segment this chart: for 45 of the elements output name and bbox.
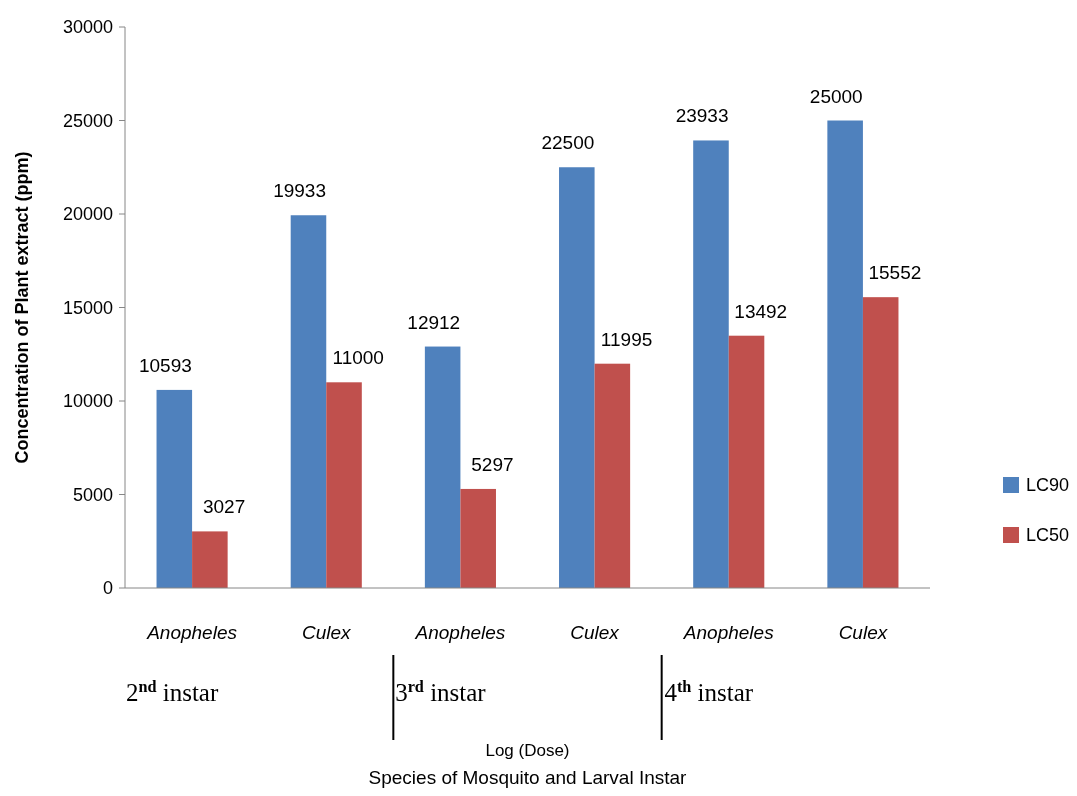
x-tick-label: Culex xyxy=(838,622,889,643)
data-label: 10593 xyxy=(139,354,192,376)
data-label: 22500 xyxy=(541,132,595,154)
data-label: 3027 xyxy=(202,496,246,518)
bar xyxy=(156,389,193,588)
y-tick-label: 5000 xyxy=(72,484,113,505)
bar xyxy=(827,120,863,588)
x-tick-label: Anopheles xyxy=(682,622,775,643)
data-label: 11000 xyxy=(332,347,384,369)
bar xyxy=(728,335,765,588)
x-tick-label: Anopheles xyxy=(146,622,238,643)
bar xyxy=(192,531,228,588)
text: Log (Dose) xyxy=(485,741,570,760)
text: 2$^{nd}$ instar xyxy=(125,678,219,706)
legend-label: LC50 xyxy=(1026,525,1070,546)
data-label: 11995 xyxy=(600,328,653,350)
x-tick-label: Culex xyxy=(301,622,353,643)
x-tick-label: Anopheles xyxy=(414,622,506,643)
bar xyxy=(594,363,631,588)
y-tick-label: 25000 xyxy=(62,110,113,131)
data-label: 15552 xyxy=(868,262,922,284)
y-tick-label: 0 xyxy=(102,578,113,599)
y-tick-label: 10000 xyxy=(62,391,113,412)
y-axis-title: Concentration of Plant extract (ppm) xyxy=(12,151,32,464)
bar xyxy=(862,297,899,588)
data-label: 23933 xyxy=(675,105,729,127)
data-label: 5297 xyxy=(471,453,514,475)
data-label: 13492 xyxy=(734,300,788,322)
data-label: 25000 xyxy=(809,85,863,107)
y-tick-label: 30000 xyxy=(62,17,113,38)
bar xyxy=(460,488,496,588)
bar xyxy=(290,215,327,588)
y-tick-label: 15000 xyxy=(62,297,113,318)
data-label: 19933 xyxy=(273,180,327,202)
text: 3$^{rd}$ instar xyxy=(395,678,487,706)
legend-label: LC90 xyxy=(1026,475,1070,496)
bar xyxy=(559,167,595,588)
text: Species of Mosquito and Larval Instar xyxy=(368,767,688,788)
data-label: 12912 xyxy=(407,311,461,333)
y-tick-label: 20000 xyxy=(62,204,113,225)
text: 4$^{th}$ instar xyxy=(664,678,754,706)
bar xyxy=(326,382,362,588)
bar xyxy=(424,346,461,588)
x-tick-label: Culex xyxy=(570,622,621,643)
bar xyxy=(693,140,729,588)
